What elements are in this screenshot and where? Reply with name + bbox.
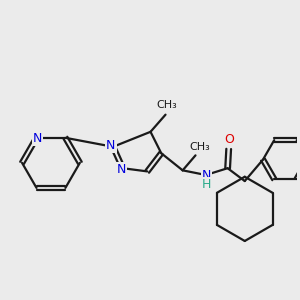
Text: N: N xyxy=(117,163,126,176)
Text: N: N xyxy=(202,169,211,182)
Text: CH₃: CH₃ xyxy=(189,142,210,152)
Text: N: N xyxy=(33,132,42,146)
Text: H: H xyxy=(202,178,211,191)
Text: O: O xyxy=(224,133,234,146)
Text: N: N xyxy=(106,139,116,152)
Text: CH₃: CH₃ xyxy=(156,100,177,110)
